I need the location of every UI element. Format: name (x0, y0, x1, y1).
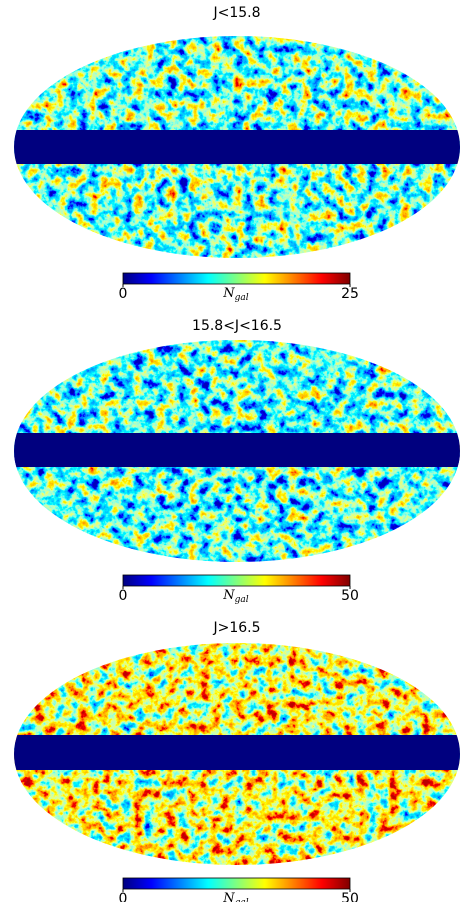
colorbar (122, 877, 351, 890)
colorbar-label: Ngal (222, 286, 249, 303)
sky-map (14, 340, 460, 562)
colorbar-label-sub: gal (235, 595, 249, 605)
colorbar-tick-label: 50 (341, 891, 359, 902)
colorbar-label-main: N (222, 286, 235, 301)
colorbar-tick-label: 0 (119, 286, 128, 302)
colorbar-label: Ngal (222, 588, 249, 605)
colorbar-tick-label: 0 (119, 588, 128, 604)
colorbar-label: Ngal (222, 891, 249, 902)
galactic-mask (14, 130, 460, 164)
panel-title: J>16.5 (212, 620, 260, 636)
panel-title: J<15.8 (212, 5, 260, 21)
panel-title: 15.8<J<16.5 (192, 318, 282, 334)
sky-map (14, 36, 460, 258)
colorbar-label-main: N (222, 891, 235, 902)
colorbar (122, 574, 351, 587)
galactic-mask (14, 735, 460, 770)
colorbar-label-sub: gal (235, 293, 249, 303)
galactic-mask (14, 433, 460, 467)
colorbar-tick-label: 0 (119, 891, 128, 902)
colorbar-label-sub: gal (235, 898, 249, 902)
colorbar-tick-label: 25 (341, 286, 359, 302)
sky-map (14, 643, 460, 865)
colorbar-tick-label: 50 (341, 588, 359, 604)
colorbar-label-main: N (222, 588, 235, 603)
colorbar (122, 272, 351, 285)
